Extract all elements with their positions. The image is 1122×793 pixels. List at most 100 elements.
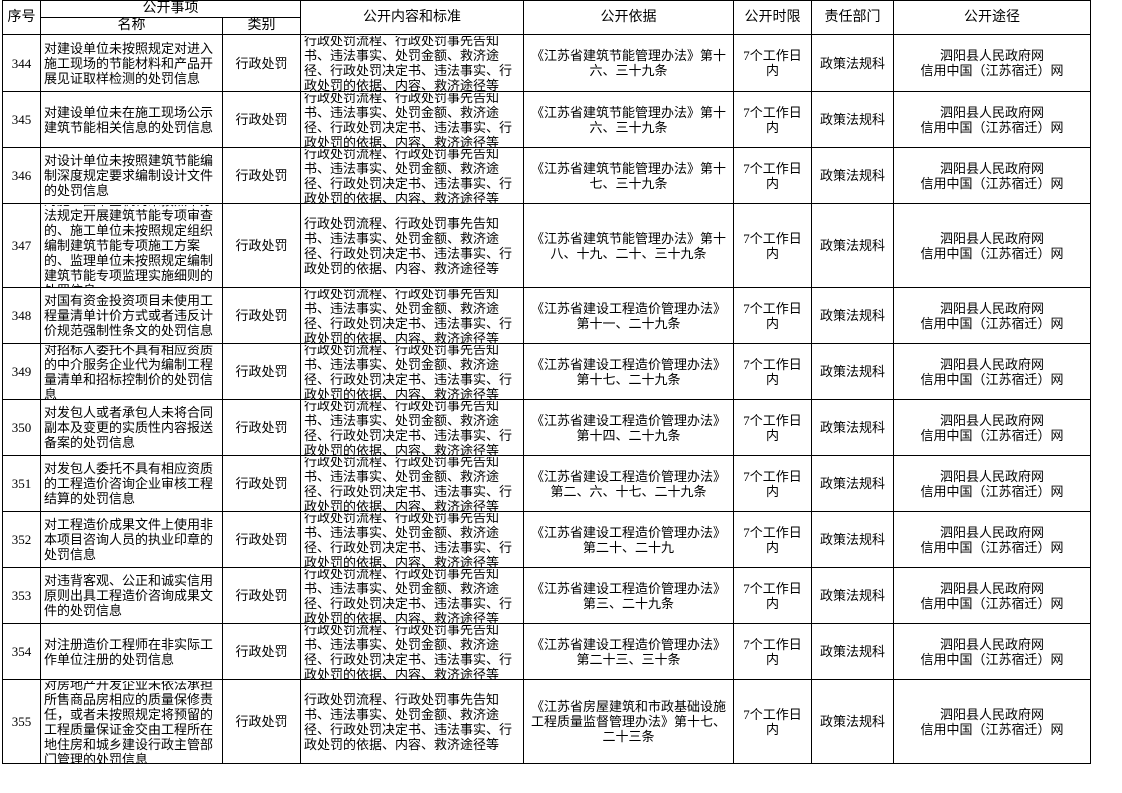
channel: 信用中国（江苏宿迁）网 [920, 315, 1064, 331]
basis-cell: 《江苏省建设工程造价管理办法》第三、二十九条 [523, 567, 734, 624]
channel: 信用中国（江苏宿迁）网 [920, 427, 1064, 443]
time-limit: 7个工作日内 [743, 580, 802, 611]
time-limit-cell: 7个工作日内 [733, 287, 812, 344]
channels: 泗阳县人民政府网 信用中国（江苏宿迁）网 [894, 569, 1090, 623]
row-no: 347 [11, 238, 32, 253]
content-cell: 行政处罚流程、行政处罚事先告知书、违法事实、处罚金额、救济途径、行政处罚决定书、… [300, 203, 524, 288]
department: 政策法规科 [819, 714, 885, 729]
channel-cell: 泗阳县人民政府网 信用中国（江苏宿迁）网 [893, 287, 1091, 344]
header-matter: 公开事项 [40, 0, 301, 18]
basis: 《江苏省建筑节能管理办法》第十六、三十九条 [530, 48, 726, 78]
basis-cell: 《江苏省建设工程造价管理办法》第十七、二十九条 [523, 343, 734, 400]
channels: 泗阳县人民政府网 信用中国（江苏宿迁）网 [894, 93, 1090, 147]
channel: 泗阳县人民政府网 [939, 468, 1044, 484]
table-row: 345 对建设单位未在施工现场公示建筑节能相关信息的处罚信息 行政处罚 行政处罚流程、… [2, 91, 1091, 148]
row-no-cell: 351 [2, 455, 41, 512]
time-limit: 7个工作日内 [743, 230, 802, 261]
item-name-cell: 对施工图审查机构未按照本办法规定开展建筑节能专项审查的、施工单位未按照规定组织编… [40, 203, 223, 288]
category: 行政处罚 [235, 55, 288, 71]
channel-cell: 泗阳县人民政府网 信用中国（江苏宿迁）网 [893, 455, 1091, 512]
time-limit-cell: 7个工作日内 [733, 399, 812, 456]
row-no-cell: 352 [2, 511, 41, 568]
channel: 泗阳县人民政府网 [939, 580, 1044, 596]
item-name-cell: 对建设单位未按照规定对进入施工现场的节能材料和产品开展见证取样检测的处罚信息 [40, 34, 223, 92]
item-name: 对违背客观、公正和诚实信用原则出具工程造价咨询成果文件的处罚信息 [44, 573, 214, 618]
category-cell: 行政处罚 [222, 147, 301, 204]
basis-cell: 《江苏省建筑节能管理办法》第十八、十九、二十、三十九条 [523, 203, 734, 288]
row-no: 351 [11, 476, 32, 491]
row-no-cell: 348 [2, 287, 41, 344]
item-name: 对设计单位未按照建筑节能编制深度规定要求编制设计文件的处罚信息 [44, 153, 214, 198]
content-cell: 行政处罚流程、行政处罚事先告知书、违法事实、处罚金额、救济途径、行政处罚决定书、… [300, 567, 524, 624]
department-cell: 政策法规科 [811, 91, 894, 148]
channel: 泗阳县人民政府网 [939, 48, 1044, 63]
time-limit-cell: 7个工作日内 [733, 511, 812, 568]
channel: 泗阳县人民政府网 [939, 160, 1044, 176]
item-name-cell: 对注册造价工程师在非实际工作单位注册的处罚信息 [40, 623, 223, 680]
basis: 《江苏省建设工程造价管理办法》第十一、二十九条 [530, 300, 726, 331]
department-cell: 政策法规科 [811, 399, 894, 456]
content-cell: 行政处罚流程、行政处罚事先告知书、违法事实、处罚金额、救济途径、行政处罚决定书、… [300, 511, 524, 568]
time-limit: 7个工作日内 [743, 104, 802, 135]
row-no: 344 [11, 55, 32, 71]
category-cell: 行政处罚 [222, 343, 301, 400]
department: 政策法规科 [819, 476, 885, 491]
content-cell: 行政处罚流程、行政处罚事先告知书、违法事实、处罚金额、救济途径、行政处罚决定书、… [300, 34, 524, 92]
disclosure-table: 序号 公开事项 公开内容和标准 公开依据 公开时限 责任部门 公开途径 名称 类… [2, 0, 1091, 764]
time-limit-cell: 7个工作日内 [733, 343, 812, 400]
channels: 泗阳县人民政府网 信用中国（江苏宿迁）网 [894, 36, 1090, 91]
content: 行政处罚流程、行政处罚事先告知书、违法事实、处罚金额、救济途径、行政处罚决定书、… [304, 215, 513, 276]
basis-cell: 《江苏省建设工程造价管理办法》第十四、二十九条 [523, 399, 734, 456]
item-name: 对注册造价工程师在非实际工作单位注册的处罚信息 [44, 636, 214, 667]
category-cell: 行政处罚 [222, 287, 301, 344]
department: 政策法规科 [819, 364, 885, 379]
channel: 泗阳县人民政府网 [939, 524, 1044, 540]
table-row: 352 对工程造价成果文件上使用非本项目咨询人员的执业印章的处罚信息 行政处罚 行政处… [2, 511, 1091, 568]
content: 行政处罚流程、行政处罚事先告知书、违法事实、处罚金额、救济途径、行政处罚决定书、… [304, 92, 513, 147]
basis: 《江苏省建设工程造价管理办法》第二、六、十七、二十九条 [530, 468, 726, 499]
time-limit: 7个工作日内 [743, 636, 802, 667]
department: 政策法规科 [819, 420, 885, 435]
header-category: 类别 [222, 17, 301, 35]
header-time-limit: 公开时限 [733, 0, 812, 35]
item-name-cell: 对设计单位未按照建筑节能编制深度规定要求编制设计文件的处罚信息 [40, 147, 223, 204]
item-name: 对施工图审查机构未按照本办法规定开展建筑节能专项审查的、施工单位未按照规定组织编… [44, 205, 214, 287]
channel-cell: 泗阳县人民政府网 信用中国（江苏宿迁）网 [893, 91, 1091, 148]
category: 行政处罚 [235, 308, 288, 323]
header-no: 序号 [2, 0, 41, 35]
item-name-cell: 对国有资金投资项目未使用工程量清单计价方式或者违反计价规范强制性条文的处罚信息 [40, 287, 223, 344]
channel: 信用中国（江苏宿迁）网 [920, 651, 1064, 667]
content: 行政处罚流程、行政处罚事先告知书、违法事实、处罚金额、救济途径、行政处罚决定书、… [304, 400, 513, 455]
content-cell: 行政处罚流程、行政处罚事先告知书、违法事实、处罚金额、救济途径、行政处罚决定书、… [300, 287, 524, 344]
department: 政策法规科 [819, 55, 885, 71]
department-cell: 政策法规科 [811, 679, 894, 764]
row-no: 355 [11, 714, 32, 729]
channel: 泗阳县人民政府网 [939, 300, 1044, 316]
category: 行政处罚 [235, 644, 288, 659]
table-row: 353 对违背客观、公正和诚实信用原则出具工程造价咨询成果文件的处罚信息 行政处罚 行… [2, 567, 1091, 624]
channel-cell: 泗阳县人民政府网 信用中国（江苏宿迁）网 [893, 343, 1091, 400]
channel: 信用中国（江苏宿迁）网 [920, 483, 1064, 499]
item-name-cell: 对招标人委托不具有相应资质的中介服务企业代为编制工程量清单和招标控制价的处罚信息 [40, 343, 223, 400]
item-name-cell: 对发包人或者承包人未将合同副本及变更的实质性内容报送备案的处罚信息 [40, 399, 223, 456]
department-cell: 政策法规科 [811, 203, 894, 288]
item-name-cell: 对工程造价成果文件上使用非本项目咨询人员的执业印章的处罚信息 [40, 511, 223, 568]
channel: 信用中国（江苏宿迁）网 [920, 595, 1064, 611]
content-cell: 行政处罚流程、行政处罚事先告知书、违法事实、处罚金额、救济途径、行政处罚决定书、… [300, 623, 524, 680]
row-no: 349 [11, 364, 32, 379]
channels: 泗阳县人民政府网 信用中国（江苏宿迁）网 [894, 345, 1090, 399]
row-no: 350 [11, 420, 32, 435]
header-department: 责任部门 [811, 0, 894, 35]
time-limit-cell: 7个工作日内 [733, 455, 812, 512]
basis-cell: 《江苏省建设工程造价管理办法》第二、六、十七、二十九条 [523, 455, 734, 512]
basis: 《江苏省建筑节能管理办法》第十八、十九、二十、三十九条 [530, 230, 726, 261]
category: 行政处罚 [235, 588, 288, 603]
basis: 《江苏省建设工程造价管理办法》第二十三、三十条 [530, 636, 726, 667]
content: 行政处罚流程、行政处罚事先告知书、违法事实、处罚金额、救济途径、行政处罚决定书、… [304, 288, 513, 343]
channel: 信用中国（江苏宿迁）网 [920, 721, 1064, 737]
category-cell: 行政处罚 [222, 399, 301, 456]
channel: 泗阳县人民政府网 [939, 104, 1044, 120]
row-no: 345 [11, 112, 32, 127]
basis: 《江苏省房屋建筑和市政基础设施工程质量监督管理办法》第十七、二十三条 [530, 699, 726, 744]
item-name: 对建设单位未按照规定对进入施工现场的节能材料和产品开展见证取样检测的处罚信息 [44, 40, 214, 86]
